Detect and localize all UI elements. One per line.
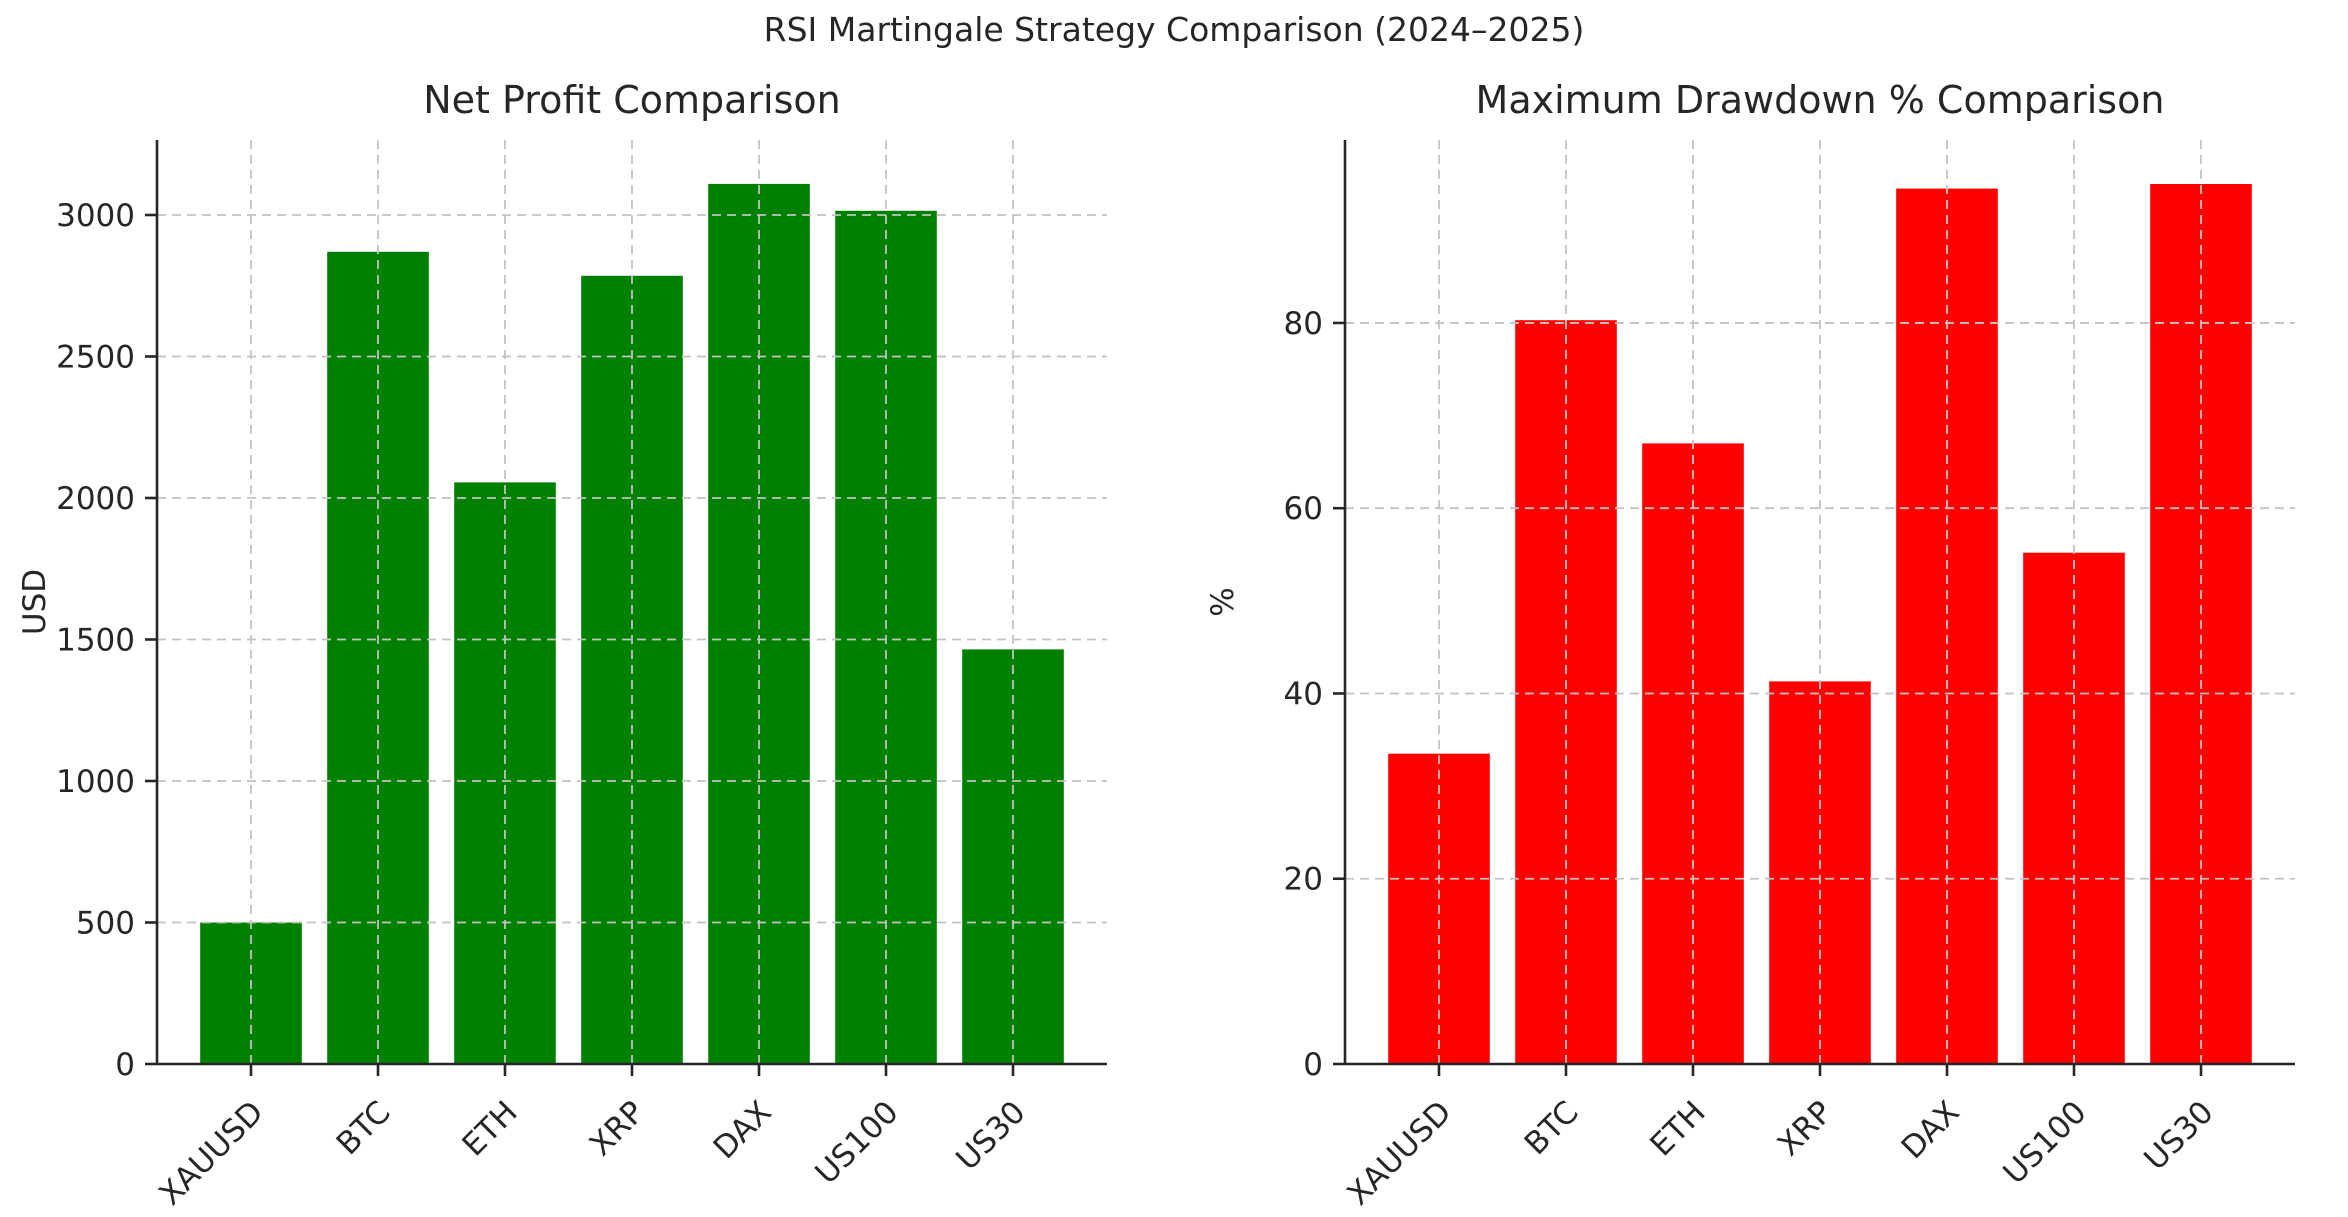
figure-suptitle: RSI Martingale Strategy Comparison (2024… [763, 10, 1585, 49]
bar-XRP [1769, 681, 1871, 1064]
y-tick-label: 60 [1284, 491, 1323, 527]
y-tick-label: 3000 [56, 198, 135, 234]
y-tick-label: 2500 [56, 339, 135, 375]
y-tick-label: 1500 [56, 622, 135, 658]
x-tick-label-XRP: XRP [1771, 1094, 1840, 1163]
x-tick-label-BTC: BTC [1518, 1094, 1586, 1162]
y-tick-label: 40 [1284, 676, 1323, 712]
x-tick-label-ETH: ETH [1643, 1094, 1712, 1163]
y-axis-label: USD [17, 569, 53, 635]
y-tick-label: 0 [115, 1047, 135, 1083]
x-tick-label-US30: US30 [2137, 1094, 2220, 1177]
net-profit-title: Net Profit Comparison [423, 78, 841, 122]
x-tick-label-XAUUSD: XAUUSD [1340, 1094, 1458, 1212]
x-tick-label-US100: US100 [1996, 1094, 2093, 1191]
y-tick-label: 2000 [56, 481, 135, 517]
drawdown-title: Maximum Drawdown % Comparison [1475, 78, 2165, 122]
y-tick-label: 0 [1303, 1047, 1323, 1083]
y-tick-label: 1000 [56, 764, 135, 800]
y-tick-label: 500 [76, 905, 135, 941]
y-axis-label: % [1205, 587, 1241, 616]
y-tick-label: 80 [1284, 306, 1323, 342]
x-tick-label-DAX: DAX [1895, 1094, 1967, 1166]
y-tick-label: 20 [1284, 862, 1323, 898]
